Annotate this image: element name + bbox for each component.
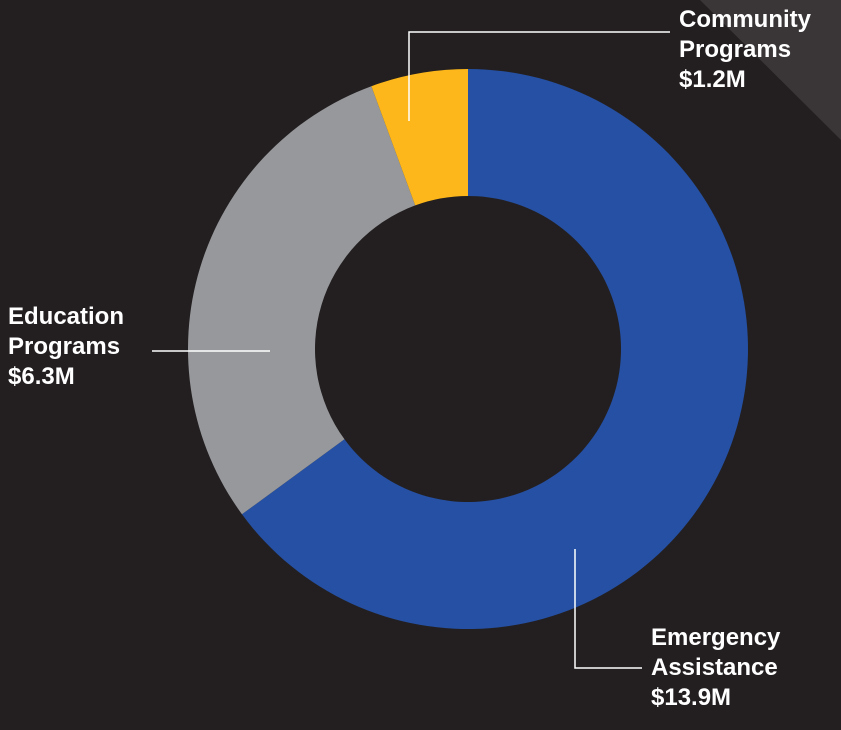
- slice-label-education-programs: Education Programs $6.3M: [8, 302, 124, 392]
- donut-slices: [187, 69, 748, 629]
- leader-line-emergency: [574, 549, 642, 669]
- slice-label-emergency-assistance: Emergency Assistance $13.9M: [651, 623, 780, 713]
- slice-label-line: Emergency: [651, 624, 781, 651]
- slice-label-line: Assistance: [651, 654, 778, 681]
- slice-label-line: Programs: [8, 333, 121, 360]
- slice-value-label: $6.3M: [8, 363, 75, 390]
- slice-value-label: $13.9M: [651, 684, 732, 711]
- slice-label-line: Education: [8, 303, 125, 330]
- leader-lines: [152, 31, 670, 669]
- slice-education-programs: [187, 86, 416, 515]
- leader-line-community: [408, 31, 670, 121]
- slice-community-programs: [371, 69, 468, 206]
- slice-label-community-programs: Community Programs $1.2M: [679, 5, 811, 95]
- slice-emergency-assistance: [241, 69, 748, 629]
- slice-label-line: Community: [679, 6, 811, 33]
- slice-label-line: Programs: [679, 36, 792, 63]
- slice-value-label: $1.2M: [679, 66, 746, 93]
